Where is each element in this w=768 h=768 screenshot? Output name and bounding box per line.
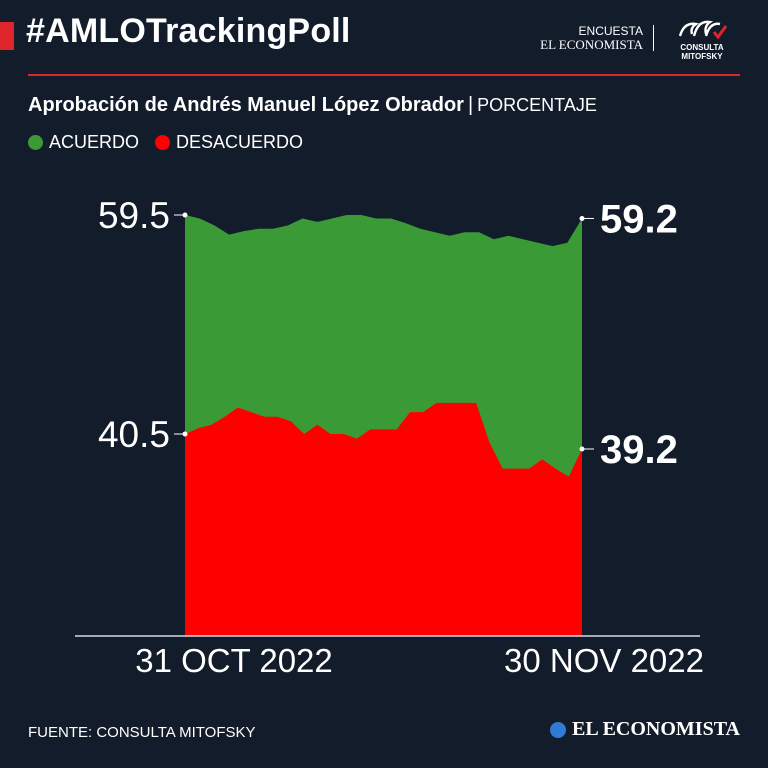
legend-dot-acuerdo bbox=[28, 135, 43, 150]
end-label-desacuerdo: 39.2 bbox=[600, 428, 678, 472]
chart-subtitle: Aprobación de Andrés Manuel López Obrado… bbox=[28, 94, 597, 117]
subtitle-unit: PORCENTAJE bbox=[477, 95, 597, 115]
subtitle-separator: | bbox=[467, 94, 474, 116]
subtitle-main: Aprobación de Andrés Manuel López Obrado… bbox=[28, 94, 464, 116]
footer-logo: EL ECONOMISTA bbox=[550, 718, 740, 741]
end-label-dot bbox=[579, 446, 585, 452]
chart-legend: ACUERDO DESACUERDO bbox=[28, 132, 319, 153]
end-label-dot bbox=[579, 215, 585, 221]
legend-label-acuerdo: ACUERDO bbox=[49, 132, 140, 152]
brand-top-label: ENCUESTA bbox=[578, 24, 643, 38]
y-tick-label: 40.5 bbox=[98, 414, 170, 455]
legend-dot-desacuerdo bbox=[155, 135, 171, 150]
mitofsky-logo: CONSULTA MITOFSKY bbox=[654, 16, 742, 61]
header-accent-mark bbox=[0, 22, 14, 50]
header-divider bbox=[28, 74, 740, 76]
legend-item-desacuerdo: DESACUERDO bbox=[155, 132, 303, 153]
y-tick-dot bbox=[182, 431, 188, 437]
area-desacuerdo bbox=[185, 402, 582, 636]
brand-block: ENCUESTA EL ECONOMISTA CONSULTA MITOFSKY bbox=[540, 16, 742, 61]
el-economista-icon bbox=[550, 721, 566, 738]
y-tick-dot bbox=[182, 212, 188, 218]
x-label-start: 31 OCT 2022 bbox=[135, 642, 333, 679]
y-tick-label: 59.5 bbox=[98, 195, 170, 236]
footer-logo-text: EL ECONOMISTA bbox=[572, 718, 740, 740]
legend-label-desacuerdo: DESACUERDO bbox=[176, 132, 304, 152]
mitofsky-logo-icon bbox=[678, 20, 728, 39]
x-label-end: 30 NOV 2022 bbox=[504, 642, 704, 679]
legend-item-acuerdo: ACUERDO bbox=[28, 132, 139, 153]
source-note: FUENTE: CONSULTA MITOFSKY bbox=[28, 724, 256, 741]
partner-label: CONSULTA MITOFSKY bbox=[680, 42, 724, 61]
page-title: #AMLOTrackingPoll bbox=[26, 12, 351, 50]
brand-bottom-label: EL ECONOMISTA bbox=[540, 37, 643, 52]
brand-text: ENCUESTA EL ECONOMISTA bbox=[540, 25, 654, 51]
end-label-acuerdo: 59.2 bbox=[600, 197, 678, 241]
